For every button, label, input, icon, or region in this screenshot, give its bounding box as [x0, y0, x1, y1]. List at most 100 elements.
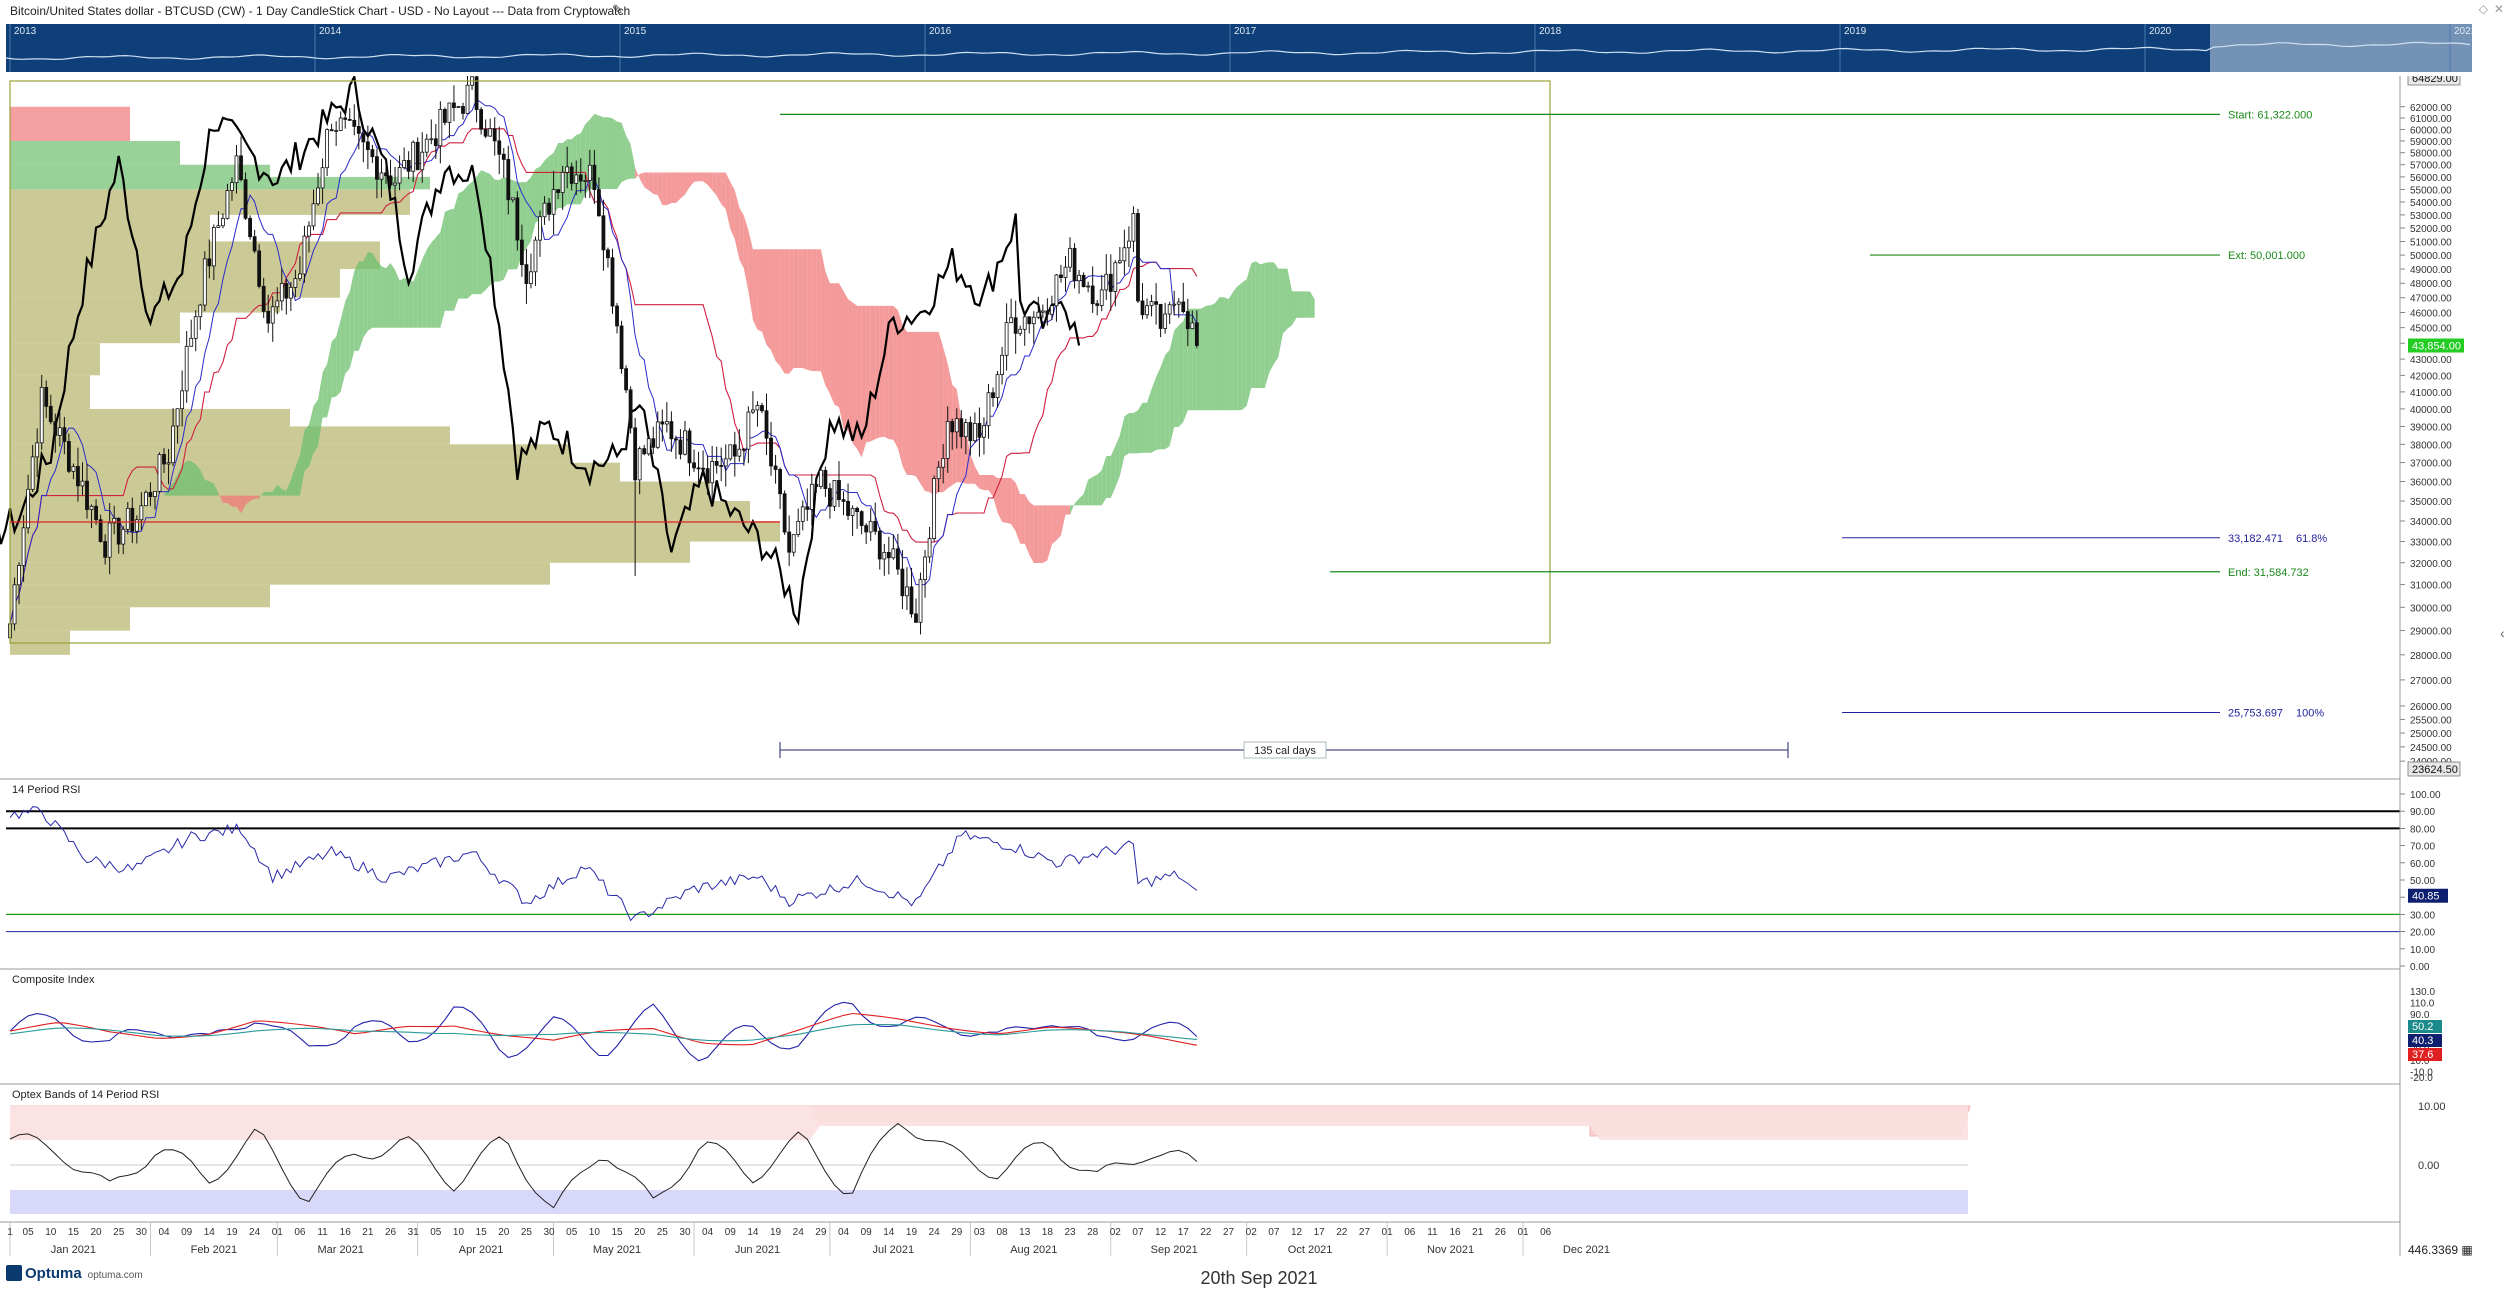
time-month-label: Apr 2021	[459, 1244, 504, 1256]
chart-area[interactable]: Start: 61,322.000 Ext: 50,001.000 End: 3…	[0, 76, 2518, 1256]
kumo-segment	[1187, 308, 1193, 411]
candle-body	[193, 316, 198, 339]
candle-body	[279, 283, 284, 302]
kumo-segment	[607, 117, 613, 189]
volume-profile-bar	[10, 106, 130, 141]
edit-pencil-icon[interactable]: ✎	[612, 2, 623, 17]
overview-selection-window[interactable]	[2210, 24, 2472, 72]
rsi-tick-label: 30.00	[2410, 910, 2435, 921]
kumo-segment	[1033, 505, 1039, 564]
candle-body	[859, 511, 864, 526]
rsi-tick-label: 80.00	[2410, 824, 2435, 835]
zoom-control[interactable]: 446.3369 ▦	[2408, 1243, 2473, 1257]
candle-body	[112, 518, 117, 524]
kumo-segment	[372, 253, 377, 328]
kumo-segment	[1101, 455, 1107, 506]
candle-body	[741, 448, 746, 451]
rsi-tick-label: 50.00	[2410, 876, 2435, 887]
kumo-segment	[1246, 263, 1252, 406]
time-day-label: 10	[453, 1227, 465, 1238]
candle-body	[606, 249, 610, 259]
candle-body	[35, 442, 40, 458]
candle-body	[1185, 311, 1190, 330]
time-month-label: Aug 2021	[1010, 1244, 1057, 1256]
kumo-segment	[499, 176, 504, 282]
candle-body	[914, 613, 918, 623]
kumo-segment	[1020, 494, 1025, 544]
candle-body	[1158, 303, 1163, 329]
overview-year-label: 2013	[14, 26, 37, 37]
candle-body	[506, 159, 511, 201]
volume-profile-bar	[10, 562, 550, 585]
kumo-segment	[530, 168, 536, 241]
kumo-segment	[453, 193, 459, 311]
collapse-panel-icon[interactable]: ‹	[2500, 625, 2505, 641]
candle-body	[1117, 260, 1122, 264]
candle-body	[864, 525, 869, 533]
candle-body	[80, 480, 85, 487]
price-tick-label: 48000.00	[2410, 279, 2452, 290]
kumo-segment	[245, 495, 251, 505]
candle-body	[1108, 273, 1113, 292]
candle-body	[1027, 316, 1032, 325]
time-day-label: 19	[770, 1227, 782, 1238]
candle-body	[139, 505, 144, 521]
kumo-segment	[277, 484, 282, 496]
time-day-label: 28	[1087, 1227, 1099, 1238]
candle-body	[547, 202, 551, 215]
candle-body	[1131, 213, 1136, 242]
kumo-segment	[644, 172, 649, 191]
composite-tick-label: -10.0	[2410, 1067, 2433, 1078]
time-month-label: Oct 2021	[1288, 1244, 1333, 1256]
kumo-segment	[1124, 413, 1129, 457]
window-controls-icon[interactable]: ◇✕	[2478, 2, 2510, 16]
candle-body	[1045, 310, 1050, 315]
kumo-segment	[852, 302, 858, 450]
candle-body	[628, 389, 633, 429]
candle-body	[660, 421, 665, 425]
kumo-segment	[1088, 476, 1093, 506]
candle-body	[669, 421, 674, 440]
kumo-segment	[635, 167, 640, 179]
candle-body	[379, 172, 384, 180]
candle-body	[298, 273, 302, 280]
price-tick-label: 25500.00	[2410, 715, 2452, 726]
candle-body	[384, 172, 388, 177]
candle-body	[248, 217, 252, 238]
candle-body	[1022, 316, 1027, 330]
candle-body	[316, 187, 320, 205]
candle-body	[211, 227, 216, 267]
kumo-segment	[698, 172, 704, 182]
candle-body	[601, 215, 606, 251]
brand-logo: Optuma optuma.com	[6, 1265, 143, 1282]
time-day-label: 01	[1382, 1227, 1394, 1238]
kumo-segment	[1106, 455, 1111, 499]
price-tick-label: 43000.00	[2410, 355, 2452, 366]
kumo-segment	[231, 495, 237, 507]
kumo-segment	[535, 166, 541, 223]
time-day-label: 06	[1540, 1227, 1552, 1238]
rsi-tick-label: 90.00	[2410, 807, 2435, 818]
candle-body	[221, 217, 225, 227]
kumo-segment	[1201, 305, 1206, 411]
candle-body	[592, 164, 597, 190]
candle-body	[791, 534, 796, 553]
kumo-segment	[816, 249, 821, 372]
time-day-label: 20	[498, 1227, 510, 1238]
price-tick-label: 50000.00	[2410, 251, 2452, 262]
candle-body	[175, 408, 180, 427]
candle-body	[329, 129, 334, 132]
candle-body	[850, 507, 855, 516]
candle-body	[1031, 316, 1036, 325]
time-day-label: 30	[544, 1227, 556, 1238]
svg-text:37.6: 37.6	[2412, 1049, 2433, 1061]
price-tick-label: 59000.00	[2410, 137, 2452, 148]
kumo-segment	[236, 495, 242, 514]
kumo-segment	[1128, 413, 1134, 454]
time-day-label: 04	[158, 1227, 170, 1238]
volume-profile-bar	[10, 500, 750, 521]
zoom-lock-icon[interactable]: ▦	[2461, 1243, 2473, 1257]
overview-navigator[interactable]: 2013 2014 2015 2016 2017 2018 2019 2020 2021	[6, 24, 2472, 72]
kumo-segment	[666, 172, 672, 206]
candle-body	[918, 579, 923, 623]
